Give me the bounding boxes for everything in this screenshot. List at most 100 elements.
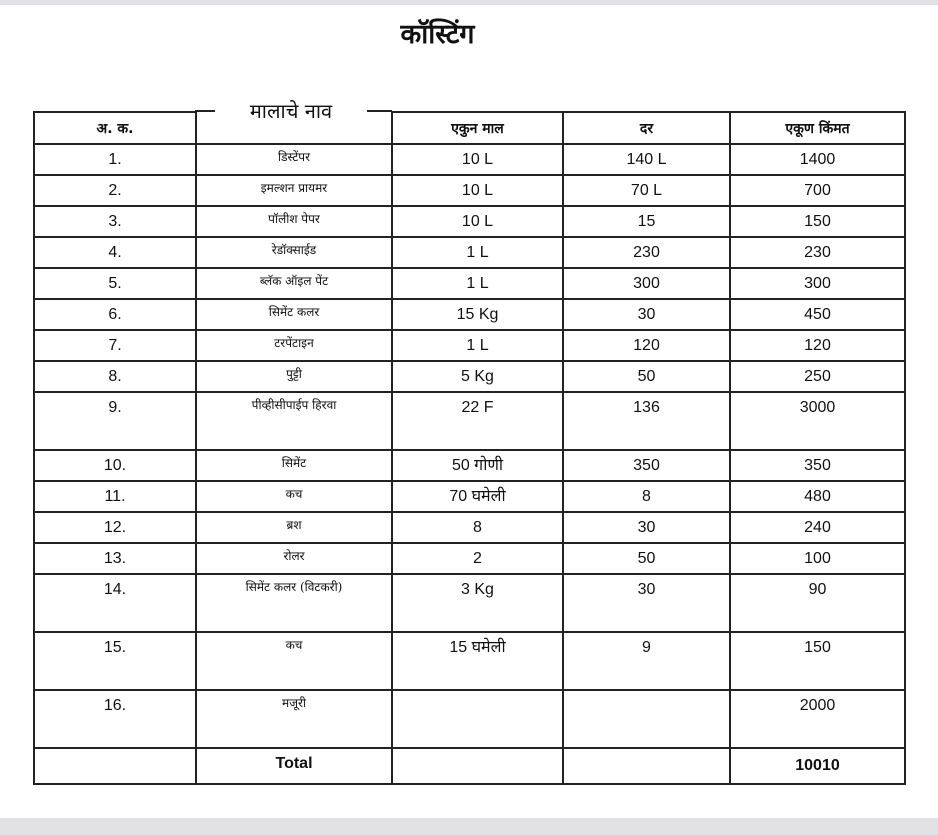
cell-total: 480 [729,480,906,513]
table-row: 6. सिमेंट कलर 15 Kg 30 450 [33,298,906,331]
cell-name: कच [195,631,393,691]
cell-total: 150 [729,631,906,691]
cell-total: 90 [729,573,906,633]
total-rate [562,747,731,785]
cell-name: मजूरी [195,689,393,749]
page-title: कॉस्टिंग [400,19,475,50]
table-row: 15. कच 15 घमेली 9 150 [33,631,906,691]
cell-rate: 120 [562,329,731,362]
header-row: अ. क. एकुन माल दर एकूण किंमत [33,111,906,145]
cell-total: 3000 [729,391,906,451]
cell-rate: 300 [562,267,731,300]
cell-rate: 230 [562,236,731,269]
cell-qty: 10 L [391,174,564,207]
cell-qty: 8 [391,511,564,544]
cell-total: 2000 [729,689,906,749]
cell-sr: 7. [33,329,197,362]
table-row: 10. सिमेंट 50 गोणी 350 350 [33,449,906,482]
header-rate: दर [562,111,731,145]
cell-total: 150 [729,205,906,238]
table-row: 8. पुट्टी 5 Kg 50 250 [33,360,906,393]
top-band [0,0,938,5]
cell-rate: 30 [562,511,731,544]
cell-total: 120 [729,329,906,362]
cell-total: 250 [729,360,906,393]
cell-sr: 13. [33,542,197,575]
table-row: 7. टरपेंटाइन 1 L 120 120 [33,329,906,362]
cell-sr: 2. [33,174,197,207]
cell-name: डिस्टेंपर [195,143,393,176]
cell-name: ब्रश [195,511,393,544]
cell-sr: 14. [33,573,197,633]
header-qty: एकुन माल [391,111,564,145]
cell-name: सिमेंट कलर (विटकरी) [195,573,393,633]
costing-table: अ. क. एकुन माल दर एकूण किंमत 1. डिस्टेंपर… [33,111,906,785]
header-total: एकूण किंमत [729,111,906,145]
cell-name: पुट्टी [195,360,393,393]
total-row: Total 10010 [33,747,906,785]
table-row: 16. मजूरी 2000 [33,689,906,749]
table-row: 2. इमल्शन प्रायमर 10 L 70 L 700 [33,174,906,207]
cell-qty: 10 L [391,205,564,238]
cell-qty: 2 [391,542,564,575]
total-qty [391,747,564,785]
cell-qty: 5 Kg [391,360,564,393]
cell-rate: 350 [562,449,731,482]
cell-sr: 4. [33,236,197,269]
cell-qty: 15 Kg [391,298,564,331]
cell-rate: 30 [562,573,731,633]
cell-rate: 50 [562,360,731,393]
cell-rate: 30 [562,298,731,331]
cell-sr: 11. [33,480,197,513]
total-sr [33,747,197,785]
cell-qty: 50 गोणी [391,449,564,482]
table-row: 9. पीव्हीसीपाईप हिरवा 22 F 136 3000 [33,391,906,451]
table-row: 12. ब्रश 8 30 240 [33,511,906,544]
cell-name: रेडॉक्साईड [195,236,393,269]
divider [367,110,392,112]
cell-name: सिमेंट कलर [195,298,393,331]
cell-total: 240 [729,511,906,544]
cell-sr: 3. [33,205,197,238]
cell-name: इमल्शन प्रायमर [195,174,393,207]
cell-sr: 6. [33,298,197,331]
cell-name: ब्लॅक ऑइल पेंट [195,267,393,300]
cell-sr: 5. [33,267,197,300]
cell-total: 300 [729,267,906,300]
cell-name: रोलर [195,542,393,575]
cell-qty: 22 F [391,391,564,451]
cell-qty: 15 घमेली [391,631,564,691]
cell-sr: 15. [33,631,197,691]
table-row: 13. रोलर 2 50 100 [33,542,906,575]
table-row: 11. कच 70 घमेली 8 480 [33,480,906,513]
cell-rate: 9 [562,631,731,691]
cell-qty: 10 L [391,143,564,176]
cell-total: 230 [729,236,906,269]
cell-qty: 70 घमेली [391,480,564,513]
table-row: 5. ब्लॅक ऑइल पेंट 1 L 300 300 [33,267,906,300]
cell-total: 1400 [729,143,906,176]
header-sr: अ. क. [33,111,197,145]
cell-sr: 10. [33,449,197,482]
cell-sr: 16. [33,689,197,749]
total-label: Total [195,747,393,785]
cell-total: 350 [729,449,906,482]
cell-qty: 1 L [391,267,564,300]
cell-total: 100 [729,542,906,575]
cell-qty: 3 Kg [391,573,564,633]
cell-sr: 9. [33,391,197,451]
cell-rate: 70 L [562,174,731,207]
cell-rate: 8 [562,480,731,513]
table-row: 4. रेडॉक्साईड 1 L 230 230 [33,236,906,269]
table-row: 14. सिमेंट कलर (विटकरी) 3 Kg 30 90 [33,573,906,633]
cell-rate: 136 [562,391,731,451]
cell-total: 450 [729,298,906,331]
table-row: 3. पॉलीश पेपर 10 L 15 150 [33,205,906,238]
cell-qty: 1 L [391,236,564,269]
cell-name: पॉलीश पेपर [195,205,393,238]
cell-sr: 1. [33,143,197,176]
cell-qty: 1 L [391,329,564,362]
cell-sr: 8. [33,360,197,393]
cell-rate [562,689,731,749]
cell-name: सिमेंट [195,449,393,482]
